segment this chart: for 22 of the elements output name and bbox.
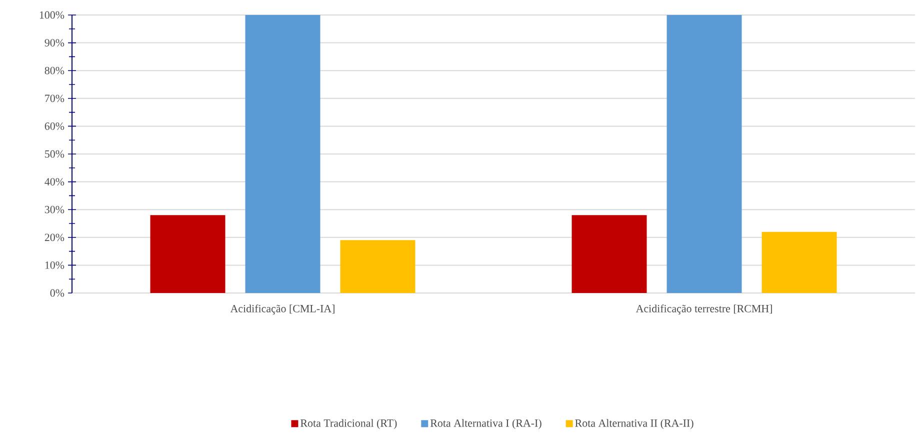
legend-label: Rota Alternativa I (RA-I) bbox=[430, 419, 542, 430]
y-tick-label: 50% bbox=[45, 150, 64, 158]
y-tick-label: 60% bbox=[44, 122, 64, 130]
bar bbox=[572, 215, 647, 293]
y-tick-label: 40% bbox=[44, 178, 64, 186]
bar bbox=[666, 14, 742, 293]
bar bbox=[245, 14, 320, 293]
bar bbox=[150, 215, 226, 293]
y-tick-label: 100% bbox=[40, 11, 64, 19]
bar bbox=[340, 240, 416, 293]
y-tick-label: 0% bbox=[50, 289, 64, 297]
y-tick-label: 80% bbox=[44, 66, 64, 74]
legend-label: Rota Tradicional (RT) bbox=[300, 419, 397, 430]
y-tick-label: 10% bbox=[45, 261, 64, 269]
y-tick-label: 70% bbox=[45, 94, 64, 102]
bar bbox=[762, 232, 837, 293]
y-tick-label: 20% bbox=[44, 234, 64, 242]
y-tick-label: 90% bbox=[44, 39, 64, 47]
legend-label: Rota Alternativa II (RA-II) bbox=[575, 419, 694, 430]
x-tick-label: Acidificação terrestre [RCMH] bbox=[636, 304, 772, 315]
y-tick-label: 30% bbox=[44, 206, 64, 214]
x-tick-label: Acidificação [CML-IA] bbox=[230, 304, 334, 315]
